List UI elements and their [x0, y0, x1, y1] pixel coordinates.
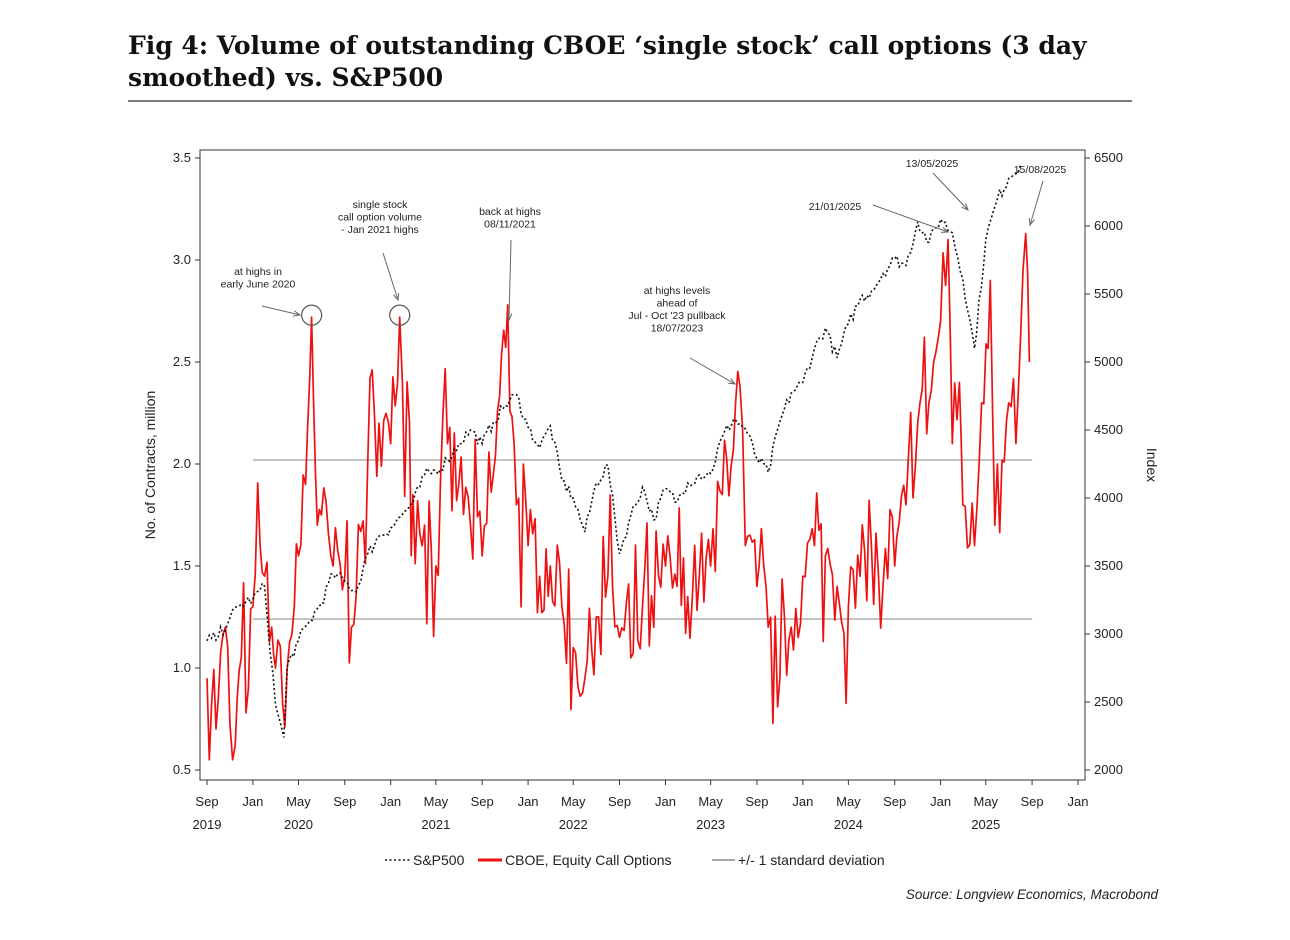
annotation-arrow	[689, 357, 736, 385]
annotation-text: ahead of	[657, 298, 698, 310]
annotation-text: Jul - Oct '23 pullback	[628, 310, 726, 322]
annotation-text: 15/08/2025	[1014, 164, 1067, 176]
y-left-tick-label: 1.5	[173, 558, 191, 573]
annotation-circle	[389, 304, 411, 326]
y-right-tick-label: 4500	[1094, 422, 1123, 437]
plot-area	[206, 164, 1033, 761]
annotation-text: at highs levels	[644, 285, 711, 297]
y-right-tick-label: 2000	[1094, 762, 1123, 777]
y-right-tick-label: 3000	[1094, 626, 1123, 641]
x-tick-label: May	[836, 794, 861, 809]
title-text-pre: Volume of outstanding CBOE	[208, 31, 635, 60]
y-left-tick-label: 0.5	[173, 762, 191, 777]
annotation-text: single stock	[353, 199, 409, 211]
x-tick-label: May	[561, 794, 586, 809]
series-line-cboe	[206, 232, 1031, 761]
x-tick-label: Sep	[1021, 794, 1044, 809]
annotation-arrowhead	[393, 292, 400, 302]
x-year-label: 2020	[284, 817, 313, 832]
figure-number: Fig 4:	[128, 31, 209, 60]
x-tick-label: Jan	[792, 794, 813, 809]
y-right-axis-label: Index	[1144, 448, 1160, 482]
x-year-label: 2024	[834, 817, 863, 832]
annotation-text: 13/05/2025	[906, 158, 959, 170]
x-year-label: 2023	[696, 817, 725, 832]
annotation-text: 08/11/2021	[484, 219, 536, 231]
x-year-label: 2021	[421, 817, 450, 832]
title-text-post: call options (3 day smoothed) vs. S&P500	[128, 31, 1087, 92]
y-right-tick-label: 2500	[1094, 694, 1123, 709]
x-year-label: 2025	[971, 817, 1000, 832]
y-left-tick-label: 3.0	[173, 252, 191, 267]
x-tick-label: Jan	[930, 794, 951, 809]
x-tick-label: Sep	[471, 794, 494, 809]
annotation-arrow	[872, 204, 949, 233]
annotation-arrow	[932, 172, 969, 211]
y-left-tick-label: 3.5	[173, 150, 191, 165]
y-right-tick-label: 6000	[1094, 218, 1123, 233]
y-left-tick-label: 1.0	[173, 660, 191, 675]
annotation-arrow	[508, 239, 512, 321]
x-tick-label: May	[698, 794, 723, 809]
y-right-tick-label: 4000	[1094, 490, 1123, 505]
y-left-tick-label: 2.0	[173, 456, 191, 471]
annotation-text: call option volume	[338, 212, 422, 224]
y-right-tick-label: 5000	[1094, 354, 1123, 369]
annotation-arrowhead	[940, 226, 950, 233]
x-tick-label: Jan	[1068, 794, 1089, 809]
figure-title: Fig 4: Volume of outstanding CBOE ‘singl…	[128, 30, 1133, 94]
x-tick-label: Sep	[195, 794, 218, 809]
axes: 0.5 1.0 1.5 2.0 2.5 3.0 3.5 2000 2500 3000 3500 400…	[142, 149, 1160, 832]
legend-label-cboe: CBOE, Equity Call Options	[505, 852, 672, 868]
y-right-tick-label: 5500	[1094, 286, 1123, 301]
x-tick-label: May	[973, 794, 998, 809]
annotation-arrow	[1029, 180, 1044, 226]
x-tick-label: Sep	[608, 794, 631, 809]
annotation-arrowhead	[505, 313, 513, 322]
title-divider	[128, 100, 1132, 102]
x-tick-label: Jan	[518, 794, 539, 809]
x-tick-label: Sep	[883, 794, 906, 809]
x-year-label: 2019	[193, 817, 222, 832]
x-tick-label: Jan	[242, 794, 263, 809]
x-tick-label: Sep	[333, 794, 356, 809]
annotation-text: 21/01/2025	[809, 201, 862, 213]
x-tick-label: Jan	[655, 794, 676, 809]
annotation-text: at highs in	[234, 266, 282, 278]
y-left-tick-label: 2.5	[173, 354, 191, 369]
source-note: Source: Longview Economics, Macrobond	[905, 887, 1158, 902]
annotation-arrowhead	[727, 378, 737, 385]
x-year-label: 2022	[559, 817, 588, 832]
plot-frame	[199, 149, 1086, 781]
y-left-axis-label: No. of Contracts, million	[142, 391, 158, 540]
annotation-arrowhead	[293, 310, 302, 317]
x-tick-label: Jan	[380, 794, 401, 809]
y-right-tick-label: 6500	[1094, 150, 1123, 165]
annotation-arrow	[382, 252, 399, 301]
title-text-bold: ‘single stock’	[634, 31, 820, 60]
annotation-text: early June 2020	[221, 279, 296, 291]
annotation-arrow	[261, 305, 301, 316]
annotation-arrowhead	[961, 203, 969, 211]
annotation-text: 18/07/2023	[651, 323, 704, 335]
legend-label-sp500: S&P500	[413, 852, 465, 868]
annotation-circle	[301, 304, 323, 326]
annotation-arrowhead	[1028, 217, 1035, 227]
x-tick-label: Sep	[745, 794, 768, 809]
x-tick-label: May	[286, 794, 311, 809]
legend-label-stddev: +/- 1 standard deviation	[738, 852, 885, 868]
legend: S&P500 CBOE, Equity Call Options +/- 1 sta…	[385, 852, 885, 868]
annotation-text: - Jan 2021 highs	[341, 224, 419, 236]
y-right-tick-label: 3500	[1094, 558, 1123, 573]
x-tick-label: May	[424, 794, 449, 809]
series-line-sp500	[206, 164, 1022, 738]
annotation-text: back at highs	[479, 206, 541, 218]
